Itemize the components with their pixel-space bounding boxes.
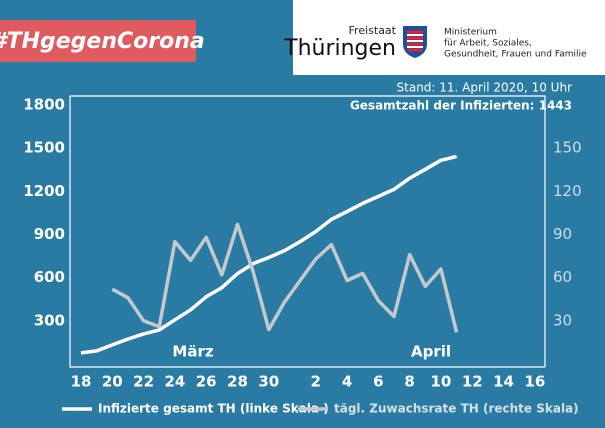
x-tick-label: 18 <box>71 373 92 391</box>
ministry-line: Ministerium <box>444 28 497 38</box>
x-tick-label: 8 <box>404 373 414 391</box>
x-tick-label: 28 <box>227 373 248 391</box>
x-tick-label: 10 <box>431 373 452 391</box>
legend-label: Infizierte gesamt TH (linke Skala ) <box>98 402 329 416</box>
y2-tick-label: 30 <box>553 311 572 329</box>
y2-tick-label: 150 <box>553 139 582 157</box>
annotation: März <box>172 343 213 361</box>
x-tick-label: 6 <box>373 373 383 391</box>
badge-text: #THgegenCorona <box>0 29 205 54</box>
x-tick-label: 14 <box>493 373 514 391</box>
logo-box <box>293 0 605 75</box>
x-tick-label: 4 <box>342 373 352 391</box>
y-tick-label: 1800 <box>23 96 65 114</box>
logo-small: Freistaat <box>349 24 397 37</box>
annotation: April <box>411 343 451 361</box>
x-tick-label: 12 <box>462 373 483 391</box>
x-tick-label: 26 <box>196 373 217 391</box>
legend-label: tägl. Zuwachsrate TH (rechte Skala) <box>334 402 579 416</box>
plot-frame <box>69 95 546 368</box>
ministry-line: für Arbeit, Soziales, <box>444 39 532 49</box>
y2-tick-label: 90 <box>553 225 572 243</box>
y2-tick-label: 120 <box>553 182 582 200</box>
x-tick-label: 16 <box>524 373 545 391</box>
series-line <box>80 154 458 355</box>
y-tick-label: 900 <box>34 225 65 243</box>
y-tick-label: 1200 <box>23 182 65 200</box>
x-tick-label: 30 <box>258 373 279 391</box>
y2-tick-label: 60 <box>553 268 572 286</box>
x-tick-label: 2 <box>311 373 321 391</box>
badge <box>0 20 196 62</box>
x-tick-label: 24 <box>164 373 185 391</box>
total-label: Gesamtzahl der Infizierten: 1443 <box>350 99 572 113</box>
y-tick-label: 600 <box>34 268 65 286</box>
x-tick-label: 20 <box>102 373 123 391</box>
x-tick-label: 22 <box>133 373 154 391</box>
ministry-line: Gesundheit, Frauen und Familie <box>444 50 587 60</box>
y-tick-label: 1500 <box>23 139 65 157</box>
logo-big: Thüringen <box>283 36 396 61</box>
y-tick-label: 300 <box>34 311 65 329</box>
subtitle: Stand: 11. April 2020, 10 Uhr <box>397 81 573 95</box>
coat-of-arms <box>403 26 427 58</box>
series-line <box>111 222 459 333</box>
